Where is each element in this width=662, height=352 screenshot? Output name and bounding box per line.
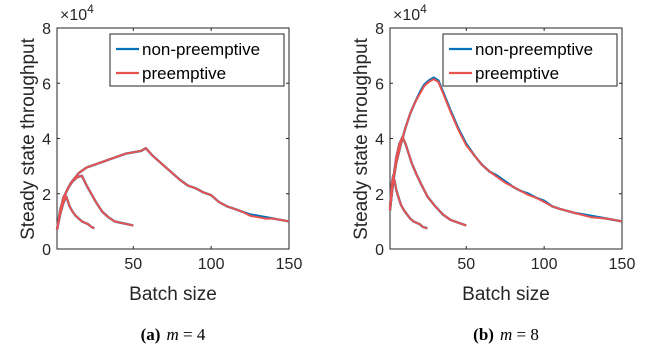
y-multiplier-exp-a: 4 (87, 2, 94, 16)
y-tick-label-b-1: 2 (375, 187, 384, 204)
panel-a: 50 100 150 0 2 4 6 8 ×104 Batch size Steady sta… (18, 2, 302, 344)
panel-b: 50 100 150 0 2 4 6 8 ×104 Batch size Steady sta… (351, 2, 635, 344)
x-tick-label-a-2: 150 (276, 256, 303, 273)
legend-label-preemptive-b: preemptive (475, 64, 559, 83)
x-axis-label-b: Batch size (462, 284, 550, 305)
y-tick-label-a-2: 4 (42, 132, 51, 149)
legend-label-preemptive-a: preemptive (142, 64, 226, 83)
x-tick-label-a-1: 100 (198, 256, 225, 273)
y-tick-label-a-4: 8 (42, 21, 51, 38)
x-tick-label-b-0: 50 (457, 256, 475, 273)
caption-b: (b) m = 8 (473, 325, 539, 344)
y-tick-label-b-0: 0 (375, 242, 384, 259)
y-tick-label-a-1: 2 (42, 187, 51, 204)
legend-b: non-preemptive preemptive (442, 33, 618, 87)
y-axis-label-b: Steady state throughput (351, 37, 372, 239)
curves-a (55, 146, 290, 230)
axis-ticks-a: 50 100 150 0 2 4 6 8 (42, 21, 302, 273)
series-preemptive-curve-1-b (389, 136, 467, 227)
series-preemptive-curve-2-b (389, 78, 623, 223)
x-axis-label-a: Batch size (129, 284, 217, 305)
series-preemptive-curve-0-a (56, 195, 95, 230)
legend-a: non-preemptive preemptive (109, 33, 285, 87)
curves-b (388, 76, 623, 230)
y-tick-label-b-2: 4 (375, 132, 384, 149)
y-multiplier-a: ×104 (60, 2, 94, 24)
legend-label-non-preemptive-b: non-preemptive (475, 40, 593, 59)
x-tick-label-b-1: 100 (531, 256, 558, 273)
y-axis-label-a: Steady state throughput (18, 37, 39, 239)
y-multiplier-b: ×104 (393, 2, 427, 24)
y-tick-label-a-3: 6 (42, 76, 51, 93)
y-tick-label-a-0: 0 (42, 242, 51, 259)
x-tick-label-a-0: 50 (124, 256, 142, 273)
caption-a: (a) m = 4 (141, 325, 206, 344)
y-multiplier-exp-b: 4 (420, 2, 427, 16)
legend-label-non-preemptive-a: non-preemptive (142, 40, 260, 59)
legend-box-a (109, 33, 285, 87)
axis-ticks-b: 50 100 150 0 2 4 6 8 (375, 21, 635, 273)
series-preemptive-curve-2-a (56, 147, 290, 230)
y-tick-label-b-3: 6 (375, 76, 384, 93)
y-tick-label-b-4: 8 (375, 21, 384, 38)
legend-box-b (442, 33, 618, 87)
x-tick-label-b-2: 150 (609, 256, 636, 273)
